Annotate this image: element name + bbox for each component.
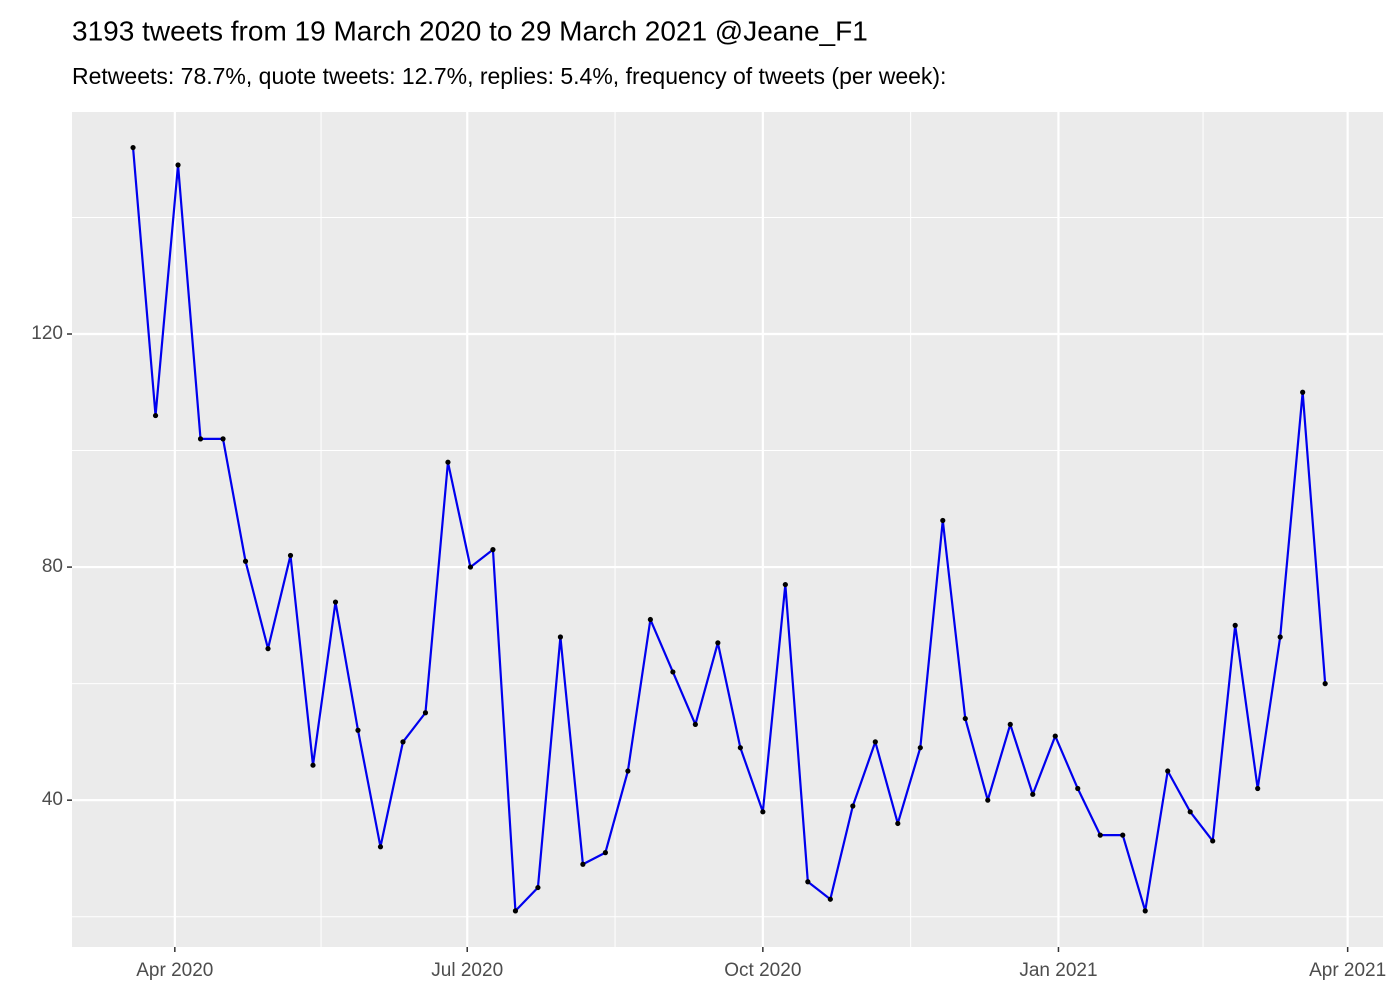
x-tick-label: Jul 2020 (431, 960, 503, 981)
point (1232, 622, 1238, 628)
point (1142, 908, 1148, 914)
point (580, 861, 586, 867)
point (940, 517, 946, 524)
point (1322, 681, 1328, 687)
point (647, 616, 653, 623)
chart-subtitle: Retweets: 78.7%, quote tweets: 12.7%, re… (72, 63, 946, 89)
point (467, 564, 474, 570)
point (670, 669, 676, 675)
point (512, 908, 519, 914)
point (220, 436, 226, 442)
point (1210, 838, 1216, 844)
point (895, 820, 901, 827)
point (1120, 832, 1126, 838)
point (287, 552, 294, 559)
point (782, 581, 788, 588)
point (535, 884, 541, 891)
point (130, 144, 136, 151)
point (692, 721, 698, 728)
point (1187, 809, 1193, 815)
point (152, 412, 159, 419)
point (310, 762, 316, 768)
x-tick-label: Apr 2021 (1309, 960, 1386, 981)
point (1300, 389, 1306, 395)
point (490, 547, 496, 553)
y-tick-label: 120 (31, 323, 63, 344)
line (131, 147, 1327, 912)
point (197, 436, 204, 442)
point (332, 599, 339, 605)
point (827, 896, 833, 902)
x-tick-label: Oct 2020 (724, 960, 801, 981)
point (872, 739, 878, 745)
point (805, 879, 811, 885)
point (760, 809, 766, 815)
point (422, 710, 429, 716)
point (715, 640, 721, 646)
point (355, 727, 361, 733)
y-tick-label: 40 (42, 789, 63, 810)
point (265, 646, 271, 652)
point (737, 745, 743, 751)
point (985, 797, 991, 803)
point (917, 745, 923, 751)
point (1075, 785, 1081, 792)
point (1052, 733, 1058, 739)
chart-title: 3193 tweets from 19 March 2020 to 29 Mar… (72, 15, 868, 46)
point (242, 558, 249, 564)
point (625, 768, 631, 774)
point (377, 844, 384, 850)
point (850, 803, 856, 809)
point (445, 459, 451, 465)
point (1007, 721, 1013, 728)
point (962, 715, 968, 722)
x-tick-label: Jan 2021 (1019, 960, 1097, 981)
point (1255, 785, 1261, 792)
y-tick-label: 80 (42, 556, 63, 577)
point (1277, 634, 1283, 640)
point (175, 162, 181, 168)
plot-panel (72, 112, 1383, 947)
point (400, 739, 406, 745)
point (1097, 832, 1103, 838)
point (557, 634, 564, 640)
point (1165, 768, 1171, 774)
point (1030, 791, 1036, 797)
x-tick-label: Apr 2020 (136, 960, 213, 981)
point (602, 850, 608, 856)
